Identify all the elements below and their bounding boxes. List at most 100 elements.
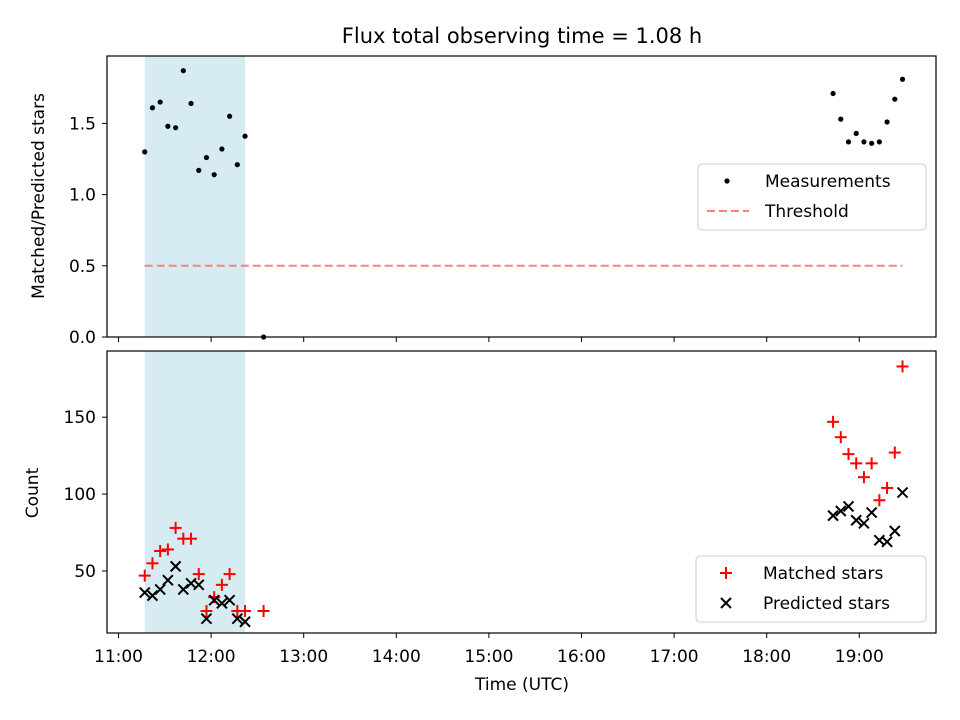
chart-title: Flux total observing time = 1.08 h xyxy=(342,24,702,48)
top-y-tick-label: 0.5 xyxy=(69,257,96,277)
measurement-point xyxy=(830,90,836,97)
predicted-star-stroke xyxy=(162,574,174,586)
measurement-point xyxy=(173,125,179,131)
predicted-star-stroke xyxy=(208,594,220,606)
x-tick-label: 11:00 xyxy=(94,647,143,667)
measurement-point xyxy=(188,100,194,107)
legend-marker-matched-stars xyxy=(720,567,732,579)
x-tick-label: 13:00 xyxy=(279,647,328,667)
predicted-star-stroke xyxy=(223,594,236,606)
measurement-point xyxy=(892,96,898,102)
measurement-point xyxy=(211,172,217,178)
x-tick-label: 18:00 xyxy=(742,647,791,667)
measurement-point xyxy=(196,167,202,173)
measurement-point xyxy=(149,105,156,111)
x-axis-label: Time (UTC) xyxy=(474,675,569,695)
bottom-y-tick-label: 50 xyxy=(74,562,96,582)
predicted-star-stroke xyxy=(835,505,847,517)
matched-star-point xyxy=(888,446,901,459)
measurement-point xyxy=(845,139,852,145)
predicted-star-point xyxy=(231,612,244,625)
matched-star-point xyxy=(185,532,198,545)
x-tick-label: 12:00 xyxy=(187,647,236,667)
x-tick-label: 16:00 xyxy=(557,647,606,667)
bottom-y-ticks: 50 100 150 xyxy=(64,408,107,582)
predicted-star-stroke xyxy=(169,560,182,573)
bottom-y-axis-label: Count xyxy=(23,467,43,518)
top-y-tick-label: 1.5 xyxy=(69,114,96,134)
bottom-y-tick-label: 100 xyxy=(64,485,96,505)
x-tick-label: 19:00 xyxy=(835,647,884,667)
predicted-star-stroke xyxy=(842,500,855,513)
predicted-star-point xyxy=(223,594,236,606)
predicted-star-point xyxy=(208,594,220,606)
top-y-tick-label: 0.0 xyxy=(69,328,96,348)
legend-marker-measurements xyxy=(724,178,730,184)
measurement-point xyxy=(165,123,171,129)
predicted-star-point xyxy=(146,589,159,602)
predicted-star-point xyxy=(889,525,901,537)
top-y-tick-label: 1.0 xyxy=(69,186,96,206)
measurement-point xyxy=(157,99,163,105)
bottom-plot-area xyxy=(138,360,909,628)
predicted-star-stroke xyxy=(850,514,862,526)
predicted-star-point xyxy=(827,509,839,522)
matched-star-point xyxy=(161,543,174,556)
matched-star-point xyxy=(146,557,159,570)
legend-marker-predicted-stars xyxy=(720,597,732,609)
predicted-star-stroke xyxy=(193,579,205,591)
x-tick-label: 14:00 xyxy=(372,647,421,667)
predicted-star-stroke xyxy=(139,586,151,599)
measurement-point xyxy=(219,146,225,152)
legend-label-threshold: Threshold xyxy=(764,202,849,222)
legend-label-matched-stars: Matched stars xyxy=(763,564,883,584)
predicted-star-stroke xyxy=(146,589,159,602)
predicted-star-stroke xyxy=(239,616,251,628)
predicted-star-stroke xyxy=(865,506,878,519)
predicted-star-stroke xyxy=(231,612,244,625)
predicted-star-stroke xyxy=(200,612,213,625)
matched-star-point xyxy=(169,521,182,534)
top-y-axis-label: Matched/Predicted stars xyxy=(29,93,49,299)
predicted-star-stroke xyxy=(216,597,228,610)
matched-star-point xyxy=(239,604,252,617)
top-legend-box xyxy=(697,163,927,231)
measurement-point xyxy=(838,116,844,122)
predicted-star-point xyxy=(842,500,855,513)
x-tick-label: 15:00 xyxy=(464,647,513,667)
predicted-star-point xyxy=(177,583,190,596)
measurement-point xyxy=(242,133,248,139)
predicted-star-point xyxy=(169,560,182,573)
predicted-star-point xyxy=(850,514,862,526)
matched-star-point xyxy=(896,360,909,373)
matched-star-point xyxy=(215,578,228,591)
legend-label-measurements: Measurements xyxy=(765,172,891,192)
top-y-ticks: 0.0 0.5 1.0 1.5 xyxy=(69,114,107,348)
legend-label-predicted-stars: Predicted stars xyxy=(763,594,890,614)
matched-star-point xyxy=(827,415,840,428)
matched-star-point xyxy=(873,494,886,507)
predicted-star-stroke xyxy=(889,525,901,537)
predicted-star-point xyxy=(835,505,847,517)
bottom-y-tick-label: 150 xyxy=(64,408,96,428)
bottom-legend-box xyxy=(695,555,927,623)
predicted-star-point xyxy=(139,586,151,599)
top-plot-area xyxy=(142,68,906,340)
measurement-point xyxy=(869,140,875,146)
top-x-ticks xyxy=(118,337,860,342)
bottom-axes-frame xyxy=(106,350,937,634)
predicted-star-point xyxy=(216,597,228,610)
matched-star-point xyxy=(834,431,847,444)
predicted-star-stroke xyxy=(827,509,839,522)
measurement-point xyxy=(203,154,210,161)
predicted-star-point xyxy=(200,612,213,625)
bottom-legend: Matched stars Predicted stars xyxy=(695,555,927,623)
top-axes-frame xyxy=(106,55,937,338)
measurement-point xyxy=(142,149,148,155)
measurement-point xyxy=(234,162,240,168)
predicted-star-point xyxy=(896,486,909,499)
bottom-x-ticks: 11:00 12:00 13:00 14:00 15:00 16:00 17:00 18:00… xyxy=(94,633,884,667)
measurement-point xyxy=(227,113,233,119)
measurement-point xyxy=(884,119,890,125)
predicted-star-point xyxy=(881,536,893,548)
